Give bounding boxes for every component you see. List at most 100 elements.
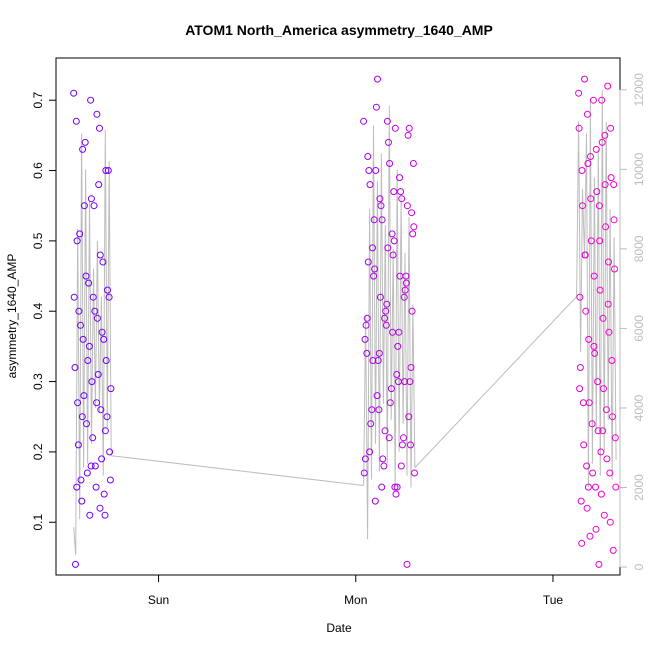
data-point	[389, 251, 397, 259]
data-point	[396, 174, 403, 182]
data-point	[369, 244, 376, 252]
data-point	[405, 124, 413, 132]
data-point	[402, 272, 410, 280]
data-point	[592, 145, 600, 153]
data-point	[385, 434, 393, 442]
data-point	[79, 335, 87, 343]
data-point	[364, 258, 372, 266]
data-point	[77, 476, 85, 484]
data-point	[611, 434, 619, 442]
data-point	[601, 131, 609, 139]
y-axis-label: asymmetry_1640_AMP	[5, 254, 19, 379]
data-point	[390, 188, 398, 196]
data-point	[390, 237, 398, 245]
data-point	[371, 497, 379, 505]
data-point	[79, 145, 87, 153]
data-point	[608, 357, 616, 364]
data-point	[607, 174, 615, 182]
data-point	[578, 539, 586, 547]
data-point	[376, 293, 384, 301]
data-point	[80, 392, 88, 400]
data-point	[579, 202, 586, 210]
data-point	[98, 455, 106, 463]
line-segment-1	[111, 455, 364, 486]
data-point	[93, 399, 101, 407]
data-point	[578, 167, 586, 174]
y-tick-label-right: 8000	[632, 235, 646, 262]
data-point	[105, 293, 113, 301]
data-point	[398, 195, 406, 203]
data-point	[594, 427, 602, 435]
data-point	[78, 413, 86, 421]
data-point	[96, 504, 104, 512]
data-point	[96, 251, 104, 259]
data-point	[398, 441, 406, 449]
data-point	[81, 138, 89, 146]
data-point	[387, 385, 395, 393]
data-point	[381, 314, 389, 322]
data-point	[372, 167, 380, 174]
data-point	[363, 314, 371, 322]
data-point	[381, 427, 389, 435]
data-point	[607, 124, 615, 132]
y-tick-label-left: 0.7	[31, 92, 45, 109]
data-point	[391, 483, 399, 491]
y-tick-label-left: 0.2	[31, 443, 45, 460]
data-point	[75, 307, 83, 315]
data-point	[606, 469, 614, 477]
data-point	[383, 300, 391, 308]
data-point	[383, 117, 391, 125]
data-point	[372, 103, 380, 111]
data-point	[361, 455, 369, 463]
data-point	[600, 385, 607, 393]
data-point	[386, 160, 394, 167]
data-point	[106, 448, 114, 456]
data-point	[391, 124, 399, 132]
data-point	[362, 321, 370, 329]
data-point	[395, 328, 403, 336]
data-point	[102, 357, 110, 364]
data-point	[407, 364, 415, 371]
data-point	[604, 82, 612, 90]
data-point	[104, 167, 112, 174]
data-point	[366, 181, 374, 189]
data-point	[73, 237, 81, 245]
data-point	[361, 335, 369, 343]
data-point	[394, 378, 402, 386]
data-point	[400, 434, 407, 442]
data-point	[71, 364, 79, 371]
data-point	[587, 153, 594, 160]
data-point	[594, 378, 602, 386]
data-point	[364, 153, 372, 160]
data-point	[89, 293, 97, 301]
data-point	[605, 258, 612, 266]
data-point	[583, 462, 591, 470]
data-point	[382, 307, 390, 315]
data-point	[394, 342, 402, 350]
data-point	[606, 518, 614, 526]
x-axis: Sun Mon Tue	[148, 574, 563, 607]
data-point	[74, 441, 82, 449]
data-point	[610, 181, 618, 189]
data-point	[592, 525, 600, 533]
data-point	[605, 328, 613, 336]
data-point	[374, 75, 381, 83]
data-point	[575, 89, 583, 97]
y-tick-label-right: 10000	[632, 152, 646, 186]
data-point	[585, 335, 593, 343]
data-point	[365, 167, 373, 174]
data-point	[612, 483, 620, 491]
data-point	[400, 293, 408, 301]
data-point	[585, 399, 593, 407]
data-point	[87, 195, 95, 203]
data-point	[380, 462, 388, 470]
y-tick-label-right: 4000	[632, 394, 646, 421]
data-point	[397, 462, 405, 470]
data-point	[369, 357, 377, 364]
data-point	[370, 216, 378, 224]
data-point	[602, 223, 610, 231]
data-point	[363, 349, 371, 357]
data-point	[599, 427, 607, 435]
data-point	[100, 335, 108, 343]
